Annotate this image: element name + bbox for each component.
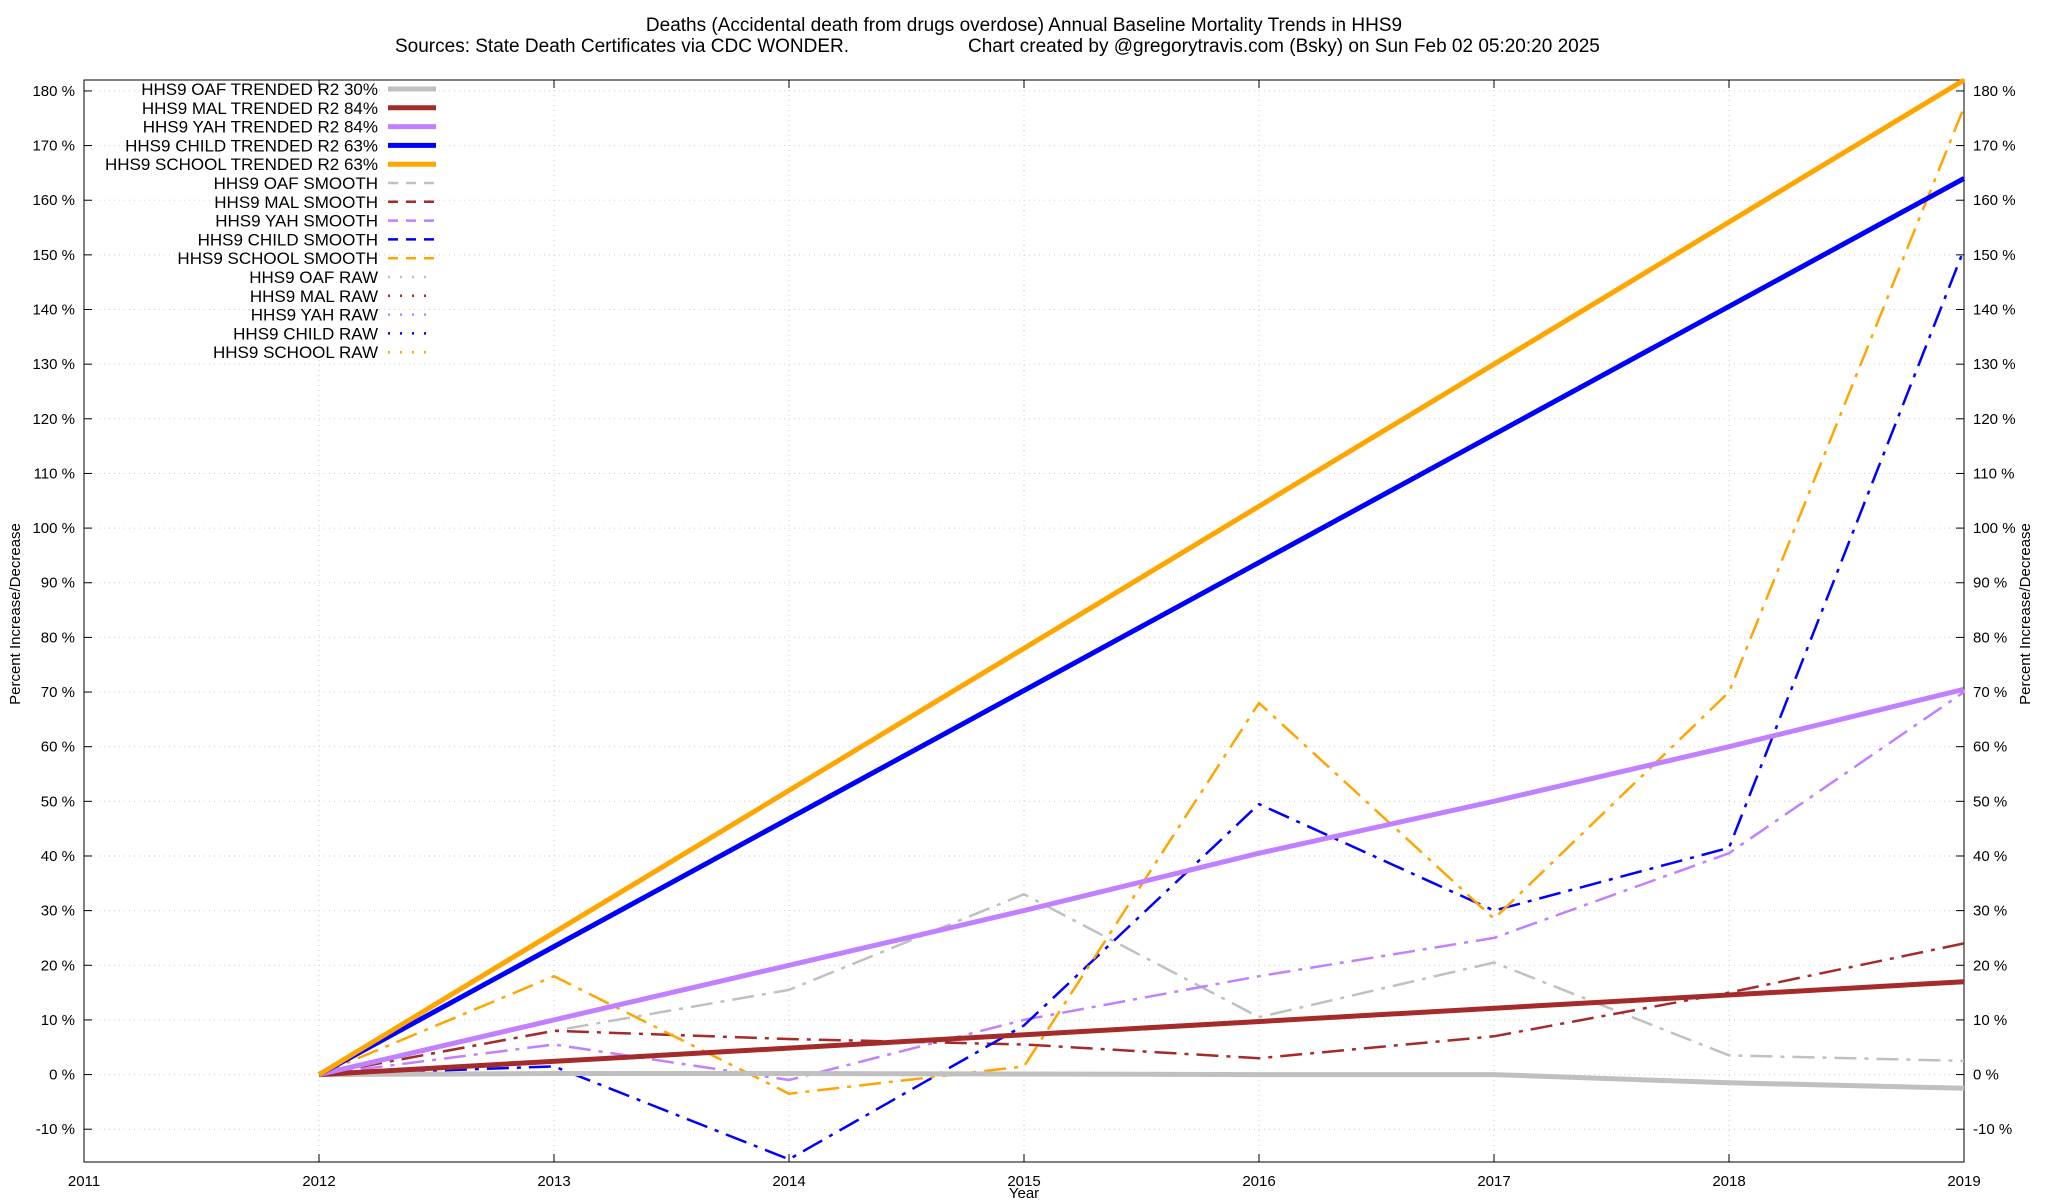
series-line-hhs9-oaf-trended — [318, 1071, 1965, 1091]
y-tick-label: 140 % — [32, 302, 75, 319]
y-tick-label: 90 % — [41, 575, 75, 592]
y2-tick-label: 150 % — [1973, 247, 2016, 264]
y2-tick-label: 80 % — [1973, 629, 2007, 646]
y-tick-label: 160 % — [32, 192, 75, 209]
series-line-hhs9-mal-trended — [318, 979, 1965, 1078]
x-tick-label: 2018 — [1712, 1173, 1745, 1190]
series-line-hhs9-child-trended — [317, 176, 1966, 1077]
y-tick-label: 10 % — [41, 1012, 75, 1029]
y2-tick-label: 70 % — [1973, 684, 2007, 701]
legend: HHS9 OAF TRENDED R2 30%HHS9 MAL TRENDED … — [105, 80, 436, 362]
legend-label: HHS9 MAL RAW — [250, 287, 378, 306]
y2-tick-label: 160 % — [1973, 192, 2016, 209]
y-tick-label: 20 % — [41, 957, 75, 974]
legend-label: HHS9 OAF RAW — [249, 268, 378, 287]
y-tick-label: 100 % — [32, 520, 75, 537]
y-tick-label: 180 % — [32, 83, 75, 100]
x-tick-label: 2013 — [537, 1173, 570, 1190]
y-tick-label: -10 % — [36, 1121, 75, 1138]
y2-tick-label: 170 % — [1973, 138, 2016, 155]
x-tick-label: 2012 — [302, 1173, 335, 1190]
legend-label: HHS9 YAH TRENDED R2 84% — [143, 118, 378, 137]
y2-tick-label: 120 % — [1973, 411, 2016, 428]
y-tick-label: 70 % — [41, 684, 75, 701]
y2-tick-label: 180 % — [1973, 83, 2016, 100]
y-tick-label: 150 % — [32, 247, 75, 264]
y2-tick-label: 130 % — [1973, 356, 2016, 373]
y2-tick-label: 100 % — [1973, 520, 2016, 537]
y-tick-label: 120 % — [32, 411, 75, 428]
legend-label: HHS9 MAL SMOOTH — [214, 193, 378, 212]
y2-tick-label: 30 % — [1973, 903, 2007, 920]
series-line-hhs9-oaf-smooth — [318, 892, 1965, 1076]
plot-frame — [83, 79, 1965, 1163]
y2-tick-label: 0 % — [1973, 1067, 1999, 1084]
chart-subtitle-left: Sources: State Death Certificates via CD… — [395, 36, 849, 57]
x-tick-label: 2017 — [1477, 1173, 1510, 1190]
legend-label: HHS9 SCHOOL SMOOTH — [177, 249, 378, 268]
series-line-hhs9-yah-trended — [318, 686, 1965, 1078]
y-tick-label: 80 % — [41, 629, 75, 646]
legend-label: HHS9 YAH SMOOTH — [215, 212, 378, 231]
y2-tick-label: 140 % — [1973, 302, 2016, 319]
y2-tick-label: 110 % — [1973, 465, 2014, 482]
y2-tick-label: 60 % — [1973, 739, 2007, 756]
legend-label: HHS9 SCHOOL TRENDED R2 63% — [105, 155, 378, 174]
axes: -10 % -10 % 0 % 0 % 10 % 10 % 20 % 20 % 30 % 30 %… — [32, 79, 2016, 1190]
y-axis-label: Percent Increase/Decrease — [7, 523, 24, 705]
series-line-hhs9-yah-smooth — [318, 690, 1965, 1082]
legend-label: HHS9 CHILD TRENDED R2 63% — [125, 136, 378, 155]
series-line-hhs9-school-smooth — [318, 106, 1966, 1095]
x-tick-label: 2011 — [68, 1173, 100, 1190]
series-line-hhs9-school-trended — [317, 77, 1966, 1077]
legend-label: HHS9 CHILD RAW — [233, 324, 378, 343]
x-tick-label: 2015 — [1007, 1173, 1040, 1190]
y-tick-label: 30 % — [41, 903, 75, 920]
legend-label: HHS9 SCHOOL RAW — [213, 343, 378, 362]
legend-label: HHS9 YAH RAW — [251, 306, 378, 325]
y-tick-label: 60 % — [41, 739, 75, 756]
legend-label: HHS9 OAF TRENDED R2 30% — [141, 80, 378, 99]
x-tick-label: 2019 — [1947, 1173, 1980, 1190]
y2-tick-label: 50 % — [1973, 793, 2007, 810]
y-tick-label: 50 % — [41, 793, 75, 810]
x-tick-label: 2016 — [1242, 1173, 1275, 1190]
legend-label: HHS9 CHILD SMOOTH — [198, 230, 378, 249]
y-tick-label: 130 % — [32, 356, 75, 373]
y-tick-label: 110 % — [34, 465, 75, 482]
y-tick-label: 170 % — [32, 138, 75, 155]
y2-tick-label: 40 % — [1973, 848, 2007, 865]
chart-title: Deaths (Accidental death from drugs over… — [646, 15, 1402, 36]
series-lines — [317, 77, 1966, 1161]
y2-tick-label: 10 % — [1973, 1012, 2007, 1029]
chart-subtitle-right: Chart created by @gregorytravis.com (Bsk… — [968, 36, 1600, 57]
legend-label: HHS9 MAL TRENDED R2 84% — [142, 99, 378, 118]
legend-label: HHS9 OAF SMOOTH — [214, 174, 378, 193]
y2-tick-label: 20 % — [1973, 957, 2007, 974]
y-tick-label: 0 % — [49, 1067, 75, 1084]
x-tick-label: 2014 — [772, 1173, 805, 1190]
y2-axis-label: Percent Increase/Decrease — [2017, 523, 2034, 705]
x-axis-label: Year — [1009, 1185, 1039, 1200]
y2-tick-label: -10 % — [1973, 1121, 2012, 1138]
y2-tick-label: 90 % — [1973, 575, 2007, 592]
y-tick-label: 40 % — [41, 848, 75, 865]
